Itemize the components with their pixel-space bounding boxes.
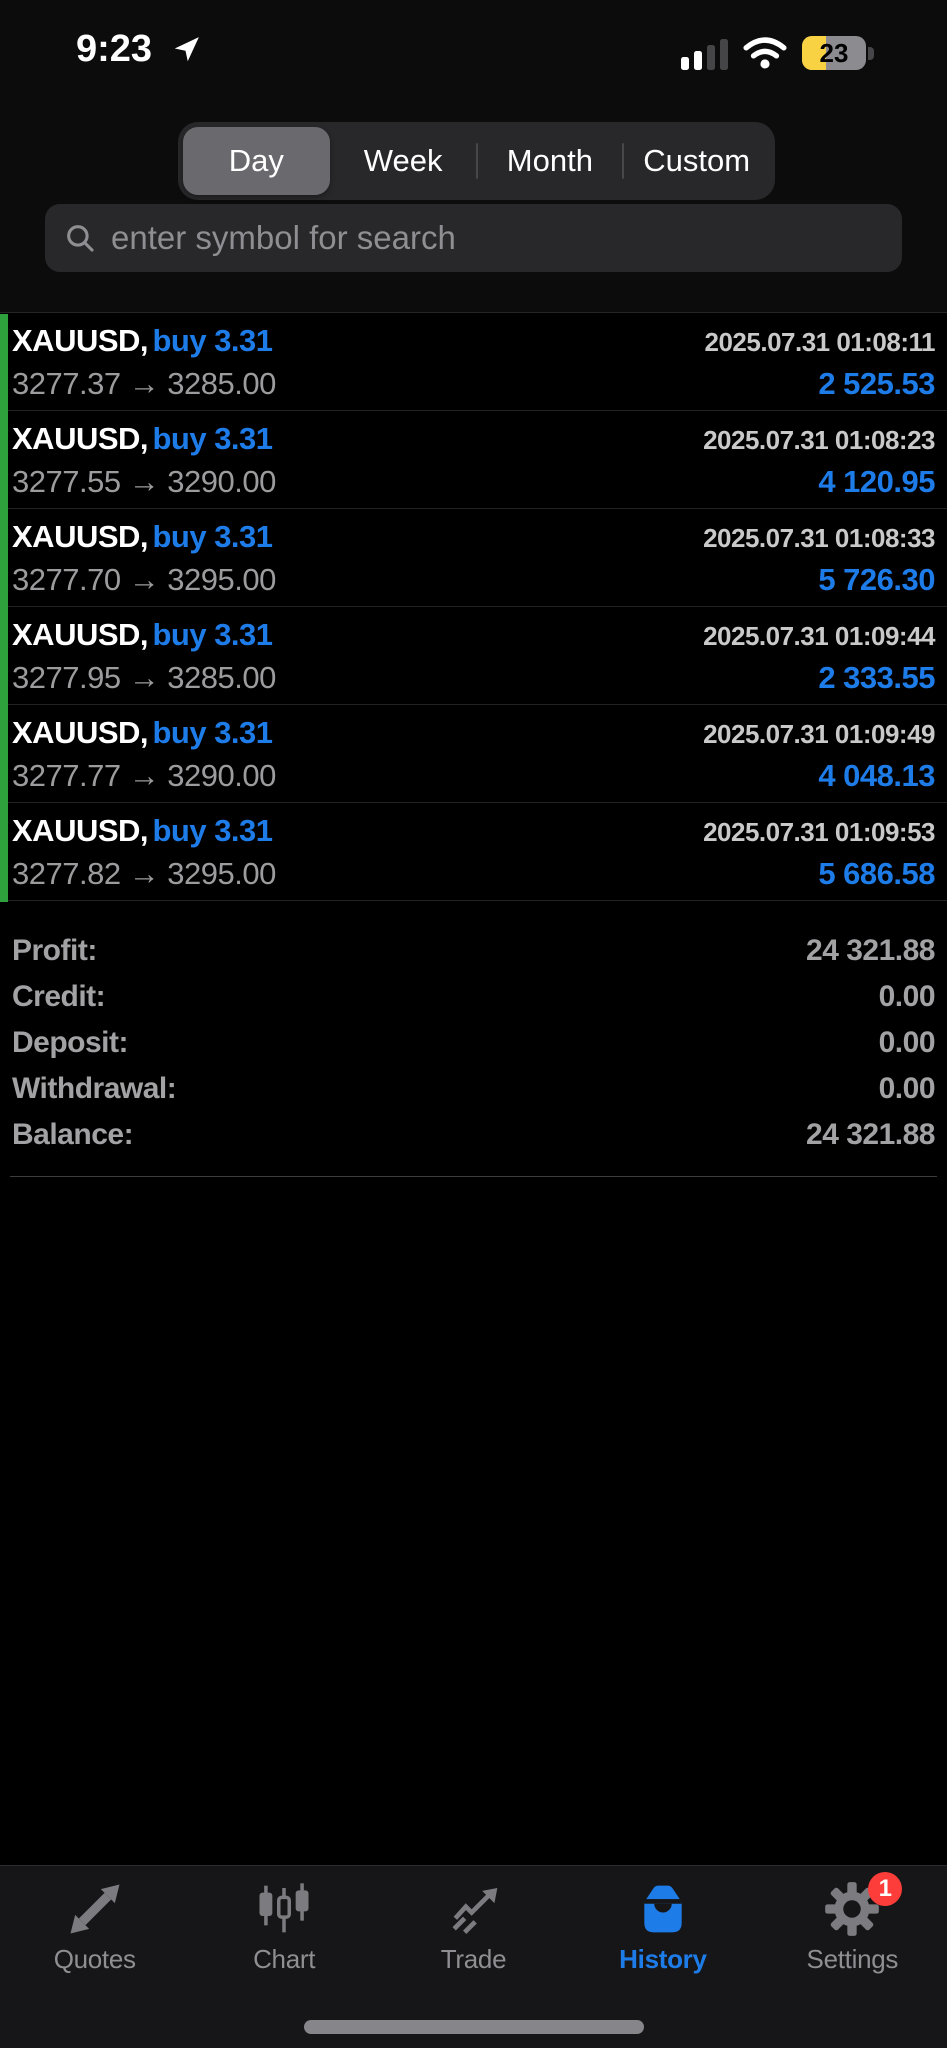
segment-month-label: Month [506, 143, 593, 178]
summary-value: 0.00 [878, 1026, 936, 1059]
tab-label: Quotes [53, 1944, 136, 1974]
summary-row-credit: Credit: 0.00 [12, 974, 936, 1020]
account-summary: Profit: 24 321.88 Credit: 0.00 Deposit: 0.0… [12, 928, 936, 1158]
order-profit: 5 686.58 [818, 856, 935, 891]
order-prices: 3277.37 → 3285.00 [12, 366, 276, 401]
order-profit: 2 525.53 [818, 366, 935, 401]
summary-label: Profit: [12, 934, 97, 967]
segment-day[interactable]: Day [183, 127, 330, 195]
symbol-label: XAUUSD, [12, 421, 149, 456]
order-timestamp: 2025.07.31 01:08:23 [703, 425, 935, 455]
history-row[interactable]: XAUUSD, buy 3.31 2025.07.31 01:08:11 3277… [0, 313, 947, 411]
history-row[interactable]: XAUUSD, buy 3.31 2025.07.31 01:09:53 3277… [0, 803, 947, 901]
segment-week[interactable]: Week [330, 127, 477, 195]
summary-value: 0.00 [878, 1072, 936, 1105]
order-side-label: buy 3.31 [152, 715, 273, 750]
tab-label: Chart [253, 1944, 316, 1974]
search-bar[interactable] [45, 204, 902, 272]
symbol-label: XAUUSD, [12, 519, 149, 554]
history-list: XAUUSD, buy 3.31 2025.07.31 01:08:11 3277… [0, 312, 947, 902]
order-side-label: buy 3.31 [152, 323, 273, 358]
clock: 9:23 [76, 28, 153, 70]
segment-divider [475, 143, 478, 179]
symbol-label: XAUUSD, [12, 715, 149, 750]
order-timestamp: 2025.07.31 01:09:44 [703, 621, 935, 651]
segment-custom[interactable]: Custom [622, 127, 770, 195]
order-prices: 3277.77 → 3290.00 [12, 758, 276, 793]
summary-label: Deposit: [12, 1026, 129, 1059]
settings-gear-icon: 1 [824, 1872, 903, 1938]
wifi-icon [742, 35, 788, 75]
order-timestamp: 2025.07.31 01:08:33 [703, 523, 935, 553]
tab-quotes[interactable]: Quotes [0, 1866, 189, 2048]
symbol-label: XAUUSD, [12, 323, 149, 358]
order-timestamp: 2025.07.31 01:08:11 [704, 327, 936, 357]
summary-row-withdrawal: Withdrawal: 0.00 [12, 1066, 936, 1112]
order-timestamp: 2025.07.31 01:09:49 [703, 719, 935, 749]
order-profit: 4 048.13 [818, 758, 935, 793]
order-profit: 2 333.55 [818, 660, 935, 695]
segment-week-label: Week [363, 143, 443, 178]
order-profit: 5 726.30 [818, 562, 935, 597]
summary-label: Credit: [12, 980, 106, 1013]
tab-trade[interactable]: Trade [379, 1866, 568, 2048]
battery-icon: 23 [802, 36, 878, 70]
summary-label: Withdrawal: [12, 1072, 177, 1105]
profit-indicator-stripe [0, 314, 8, 902]
segment-custom-label: Custom [643, 143, 751, 178]
search-icon [67, 225, 94, 252]
order-prices: 3277.55 → 3290.00 [12, 464, 276, 499]
tab-label: History [619, 1944, 707, 1974]
tab-history[interactable]: History [568, 1866, 757, 2048]
summary-row-balance: Balance: 24 321.88 [12, 1112, 935, 1158]
period-segmented-control: Day Week Month Custom [178, 122, 775, 200]
cellular-signal-icon [681, 36, 728, 70]
order-prices: 3277.70 → 3295.00 [12, 562, 276, 597]
history-row[interactable]: XAUUSD, buy 3.31 2025.07.31 01:09:49 3277… [0, 705, 947, 803]
order-prices: 3277.82 → 3295.00 [12, 856, 276, 891]
summary-row-deposit: Deposit: 0.00 [12, 1020, 936, 1066]
summary-value: 0.00 [878, 980, 936, 1013]
history-row[interactable]: XAUUSD, buy 3.31 2025.07.31 01:08:23 3277… [0, 411, 947, 509]
symbol-label: XAUUSD, [12, 617, 149, 652]
order-side-label: buy 3.31 [152, 813, 273, 848]
segment-day-label: Day [228, 143, 284, 178]
order-side-label: buy 3.31 [152, 421, 273, 456]
notification-badge: 1 [868, 1872, 903, 1906]
home-indicator[interactable] [304, 2020, 644, 2034]
order-side-label: buy 3.31 [152, 519, 273, 554]
search-input[interactable] [109, 218, 884, 258]
summary-value: 24 321.88 [806, 1118, 935, 1151]
summary-value: 24 321.88 [806, 934, 935, 967]
tab-label: Settings [806, 1944, 899, 1974]
summary-divider [10, 1176, 937, 1177]
chart-icon [256, 1880, 312, 1938]
trade-icon [446, 1880, 502, 1938]
order-prices: 3277.95 → 3285.00 [12, 660, 276, 695]
battery-percent: 23 [819, 37, 849, 68]
segment-divider [622, 143, 625, 179]
history-icon [635, 1880, 691, 1938]
status-bar: 9:23 23 [0, 22, 947, 82]
battery-fill [802, 36, 826, 70]
history-row[interactable]: XAUUSD, buy 3.31 2025.07.31 01:08:33 3277… [0, 509, 947, 607]
location-services-icon [172, 34, 202, 69]
tab-settings[interactable]: 1 Settings [758, 1866, 947, 2048]
order-profit: 4 120.95 [818, 464, 935, 499]
tab-chart[interactable]: Chart [189, 1866, 378, 2048]
tab-label: Trade [440, 1944, 507, 1974]
bottom-tab-bar: Quotes Chart [0, 1865, 947, 2048]
symbol-label: XAUUSD, [12, 813, 149, 848]
summary-label: Balance: [12, 1118, 134, 1151]
summary-row-profit: Profit: 24 321.88 [12, 928, 935, 974]
segment-month[interactable]: Month [475, 127, 624, 195]
history-row[interactable]: XAUUSD, buy 3.31 2025.07.31 01:09:44 3277… [0, 607, 947, 705]
quotes-icon [67, 1880, 123, 1938]
order-timestamp: 2025.07.31 01:09:53 [703, 817, 935, 847]
order-side-label: buy 3.31 [152, 617, 273, 652]
